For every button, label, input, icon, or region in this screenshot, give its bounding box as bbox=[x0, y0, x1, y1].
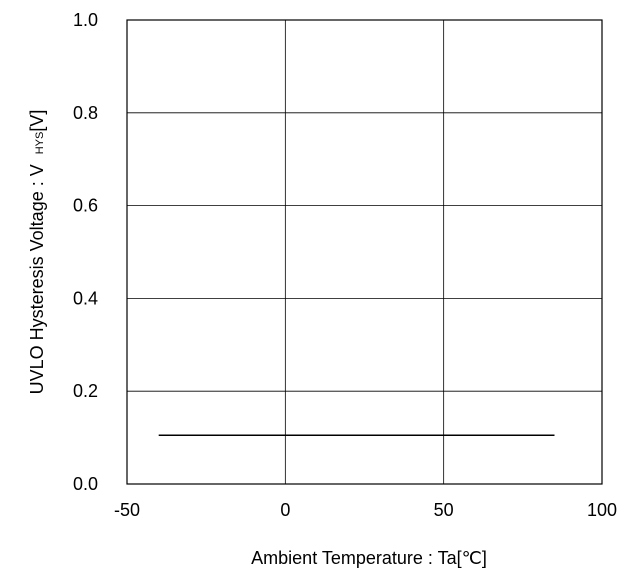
y-tick-label: 0.4 bbox=[73, 288, 98, 308]
x-tick-label: 0 bbox=[280, 500, 290, 520]
y-tick-label: 0.6 bbox=[73, 196, 98, 216]
grid bbox=[127, 20, 602, 484]
x-tick-label: -50 bbox=[114, 500, 140, 520]
y-tick-label: 0.8 bbox=[73, 103, 98, 123]
x-axis-ticks: -50 0 50 100 bbox=[114, 500, 617, 520]
plot-frame bbox=[126, 19, 603, 485]
x-tick-label: 100 bbox=[587, 500, 617, 520]
y-tick-label: 1.0 bbox=[73, 10, 98, 30]
y-tick-label: 0.0 bbox=[73, 474, 98, 494]
y-axis-title: UVLO Hysteresis Voltage : V HYS[V] bbox=[27, 110, 47, 395]
y-axis-title-subscript: HYS bbox=[34, 132, 46, 155]
y-axis-title-main: UVLO Hysteresis Voltage : V bbox=[27, 164, 47, 394]
y-axis-ticks: 0.0 0.2 0.4 0.6 0.8 1.0 bbox=[73, 10, 98, 494]
x-axis-title: Ambient Temperature : Ta[℃] bbox=[251, 548, 487, 568]
x-tick-label: 50 bbox=[434, 500, 454, 520]
y-tick-label: 0.2 bbox=[73, 381, 98, 401]
y-axis-title-unit: [V] bbox=[27, 110, 47, 132]
